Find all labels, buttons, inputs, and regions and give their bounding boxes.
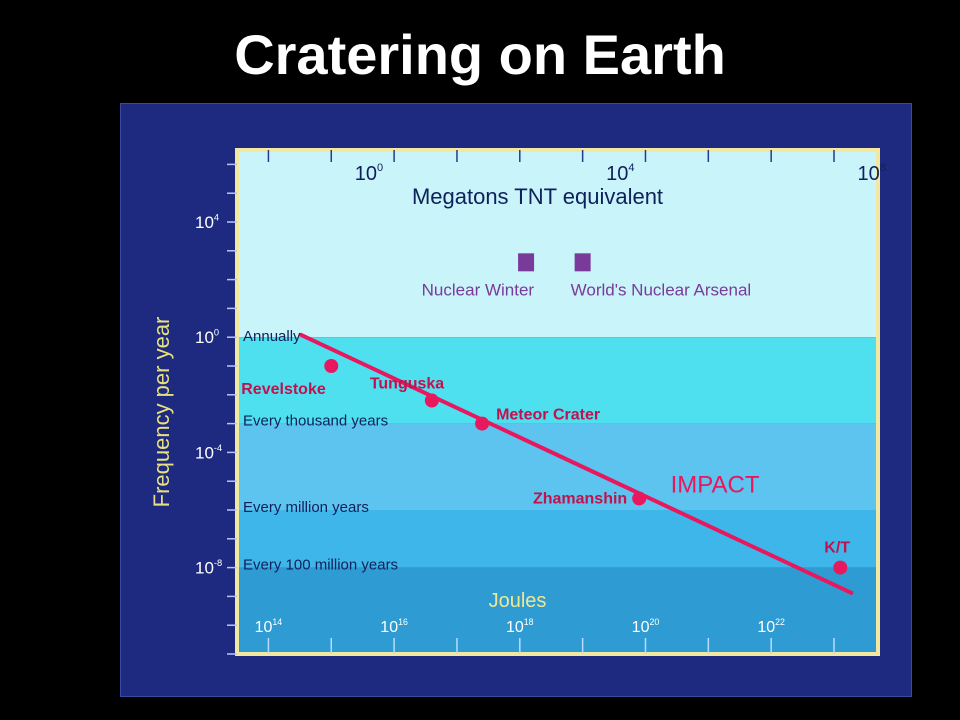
event-point-3 <box>632 491 647 506</box>
x-bottom-tick-label: 1016 <box>380 617 408 636</box>
impact-line <box>298 332 854 596</box>
marker-square-0 <box>518 253 535 272</box>
x-top-tick-label: 100 <box>355 162 383 185</box>
slide-title: Cratering on Earth <box>234 23 726 86</box>
band-3 <box>237 567 878 654</box>
y-tick-label: 104 <box>195 212 219 232</box>
chart-svg: Annually Every thousand years Every millio… <box>149 148 886 656</box>
chart-panel: Annually Every thousand years Every millio… <box>120 103 912 697</box>
event-point-2 <box>475 416 490 431</box>
x-bottom-tick-label: 1014 <box>255 617 283 636</box>
band-label-3: Every 100 million years <box>243 557 398 574</box>
band-0 <box>237 337 878 424</box>
event-label-0: Revelstoke <box>241 381 326 398</box>
x-top-tick-label: 108 <box>858 162 886 185</box>
x-bottom-tick-label: 1018 <box>506 617 534 636</box>
y-tick-label: 100 <box>195 328 219 348</box>
marker-square-1 <box>574 253 591 272</box>
event-point-4 <box>833 560 848 575</box>
event-point-0 <box>324 359 339 373</box>
event-label-1: Tunguska <box>370 376 444 393</box>
marker-label-0: Nuclear Winter <box>422 280 535 299</box>
marker-label-1: World's Nuclear Arsenal <box>571 280 752 299</box>
event-label-3: Zhamanshin <box>533 490 627 507</box>
y-axis-label: Frequency per year <box>149 317 174 508</box>
band-label-2: Every million years <box>243 499 369 516</box>
band-label-0: Annually <box>243 328 301 345</box>
event-label-4: K/T <box>824 540 850 557</box>
event-label-2: Meteor Crater <box>496 407 600 424</box>
plot-frame <box>235 148 880 656</box>
band-1 <box>237 423 878 510</box>
y-tick-label: 10-8 <box>195 558 222 578</box>
x-bottom-tick-label: 1022 <box>757 617 785 636</box>
band-2 <box>237 510 878 568</box>
x-bottom-axis-label: Joules <box>489 590 547 612</box>
band-label-1: Every thousand years <box>243 413 388 430</box>
top-region <box>237 150 878 338</box>
impact-label: IMPACT <box>671 472 760 499</box>
x-top-axis-label: Megatons TNT equivalent <box>412 184 663 209</box>
x-bottom-tick-label: 1020 <box>632 617 660 636</box>
event-point-1 <box>424 393 439 408</box>
x-top-tick-label: 104 <box>606 162 634 185</box>
y-tick-label: 10-4 <box>195 443 222 463</box>
